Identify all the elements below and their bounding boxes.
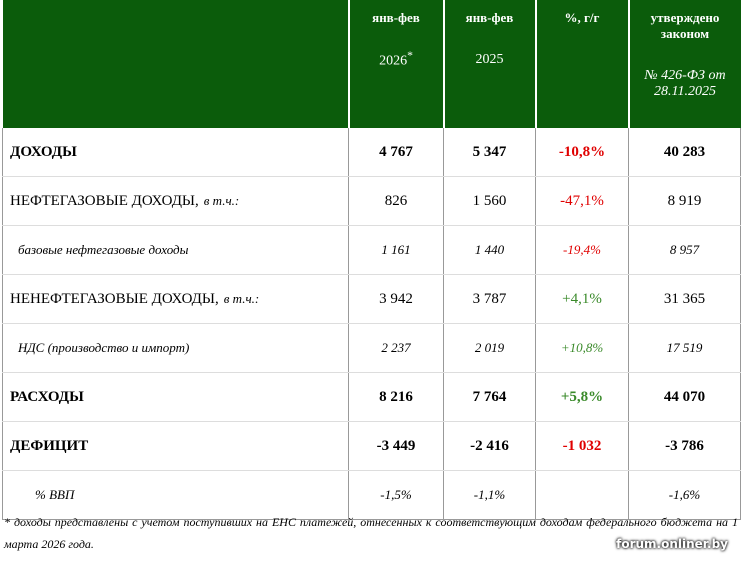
table-row: РАСХОДЫ 8 216 7 764 +5,8% 44 070 (2, 372, 741, 422)
cell: 2 019 (443, 323, 536, 373)
cell: -47,1% (535, 176, 629, 226)
header-text: 2025 (475, 52, 504, 67)
table-row: базовые нефтегазовые доходы 1 161 1 440 -19… (2, 225, 741, 275)
row-label: ДОХОДЫ (2, 128, 349, 177)
header-text: утверждено законом (650, 10, 720, 41)
cell (535, 470, 629, 520)
cell: -3 449 (348, 421, 444, 471)
label-note: в т.ч.: (203, 192, 240, 208)
label-text: ДЕФИЦИТ (10, 437, 89, 454)
table-row: ДЕФИЦИТ -3 449 -2 416 -1 032 -3 786 (2, 421, 741, 471)
label-note: в т.ч.: (223, 290, 260, 306)
cell: 8 919 (628, 176, 741, 226)
cell: -1,1% (443, 470, 536, 520)
cell: 1 560 (443, 176, 536, 226)
header-text: %, г/г (564, 10, 600, 25)
cell: 1 161 (348, 225, 444, 275)
header-text: № 426-ФЗ от 28.11.2025 (644, 68, 726, 99)
cell: 1 440 (443, 225, 536, 275)
table-row: НДС (производство и импорт) 2 237 2 019 +10… (2, 323, 741, 373)
label-text: НЕНЕФТЕГАЗОВЫЕ ДОХОДЫ, (10, 290, 219, 307)
cell: 8 216 (348, 372, 444, 422)
row-label: базовые нефтегазовые доходы (2, 225, 349, 275)
label-text: НЕФТЕГАЗОВЫЕ ДОХОДЫ, (10, 192, 199, 209)
table-row: % ВВП -1,5% -1,1% -1,6% (2, 470, 741, 520)
cell: 3 942 (348, 274, 444, 324)
cell: 17 519 (628, 323, 741, 373)
header-text: 2026 (379, 54, 408, 69)
cell: 7 764 (443, 372, 536, 422)
cell: -1,6% (628, 470, 741, 520)
cell: 5 347 (443, 128, 536, 177)
table-row: ДОХОДЫ 4 767 5 347 -10,8% 40 283 (2, 128, 741, 177)
cell: 40 283 (628, 128, 741, 177)
cell: -2 416 (443, 421, 536, 471)
cell: +10,8% (535, 323, 629, 373)
label-text: ДОХОДЫ (10, 143, 77, 160)
row-label: % ВВП (2, 470, 349, 520)
label-text: базовые нефтегазовые доходы (18, 242, 189, 257)
cell: 826 (348, 176, 444, 226)
table-body: ДОХОДЫ 4 767 5 347 -10,8% 40 283 НЕФТЕГАЗОВЫЕ… (2, 128, 741, 520)
cell: -3 786 (628, 421, 741, 471)
header-cell: янв-фев 2026* (347, 0, 444, 128)
watermark: forum.onliner.by (616, 537, 728, 551)
row-label: РАСХОДЫ (2, 372, 349, 422)
cell: -19,4% (535, 225, 629, 275)
row-label: ДЕФИЦИТ (2, 421, 349, 471)
cell: 3 787 (443, 274, 536, 324)
row-label: НЕФТЕГАЗОВЫЕ ДОХОДЫ, в т.ч.: (2, 176, 349, 226)
cell: 2 237 (348, 323, 444, 373)
header-row: янв-фев 2026* янв-фев 2025 %, г/г утвержде… (2, 0, 741, 128)
table-row: НЕНЕФТЕГАЗОВЫЕ ДОХОДЫ, в т.ч.: 3 942 3 787 +… (2, 274, 741, 324)
label-text: РАСХОДЫ (10, 388, 84, 405)
header-cell: %, г/г (534, 0, 629, 128)
header-text: янв-фев (465, 10, 514, 25)
label-text: % ВВП (35, 487, 75, 502)
cell: +5,8% (535, 372, 629, 422)
cell: -10,8% (535, 128, 629, 177)
row-label: НДС (производство и импорт) (2, 323, 349, 373)
budget-table: янв-фев 2026* янв-фев 2025 %, г/г утвержде… (2, 0, 741, 520)
footnote-mark: * (407, 49, 413, 63)
cell: -1 032 (535, 421, 629, 471)
cell: 8 957 (628, 225, 741, 275)
cell: +4,1% (535, 274, 629, 324)
header-text: янв-фев (372, 10, 420, 25)
cell: 4 767 (348, 128, 444, 177)
cell: -1,5% (348, 470, 444, 520)
header-cell: янв-фев 2025 (442, 0, 536, 128)
cell: 31 365 (628, 274, 741, 324)
label-text: НДС (производство и импорт) (18, 340, 190, 355)
footnote: * доходы представлены с учетом поступивш… (4, 515, 738, 551)
header-cell (2, 0, 349, 128)
row-label: НЕНЕФТЕГАЗОВЫЕ ДОХОДЫ, в т.ч.: (2, 274, 349, 324)
header-cell: утверждено законом № 426-ФЗ от 28.11.2025 (627, 0, 741, 128)
cell: 44 070 (628, 372, 741, 422)
table-row: НЕФТЕГАЗОВЫЕ ДОХОДЫ, в т.ч.: 826 1 560 -47,1… (2, 176, 741, 226)
